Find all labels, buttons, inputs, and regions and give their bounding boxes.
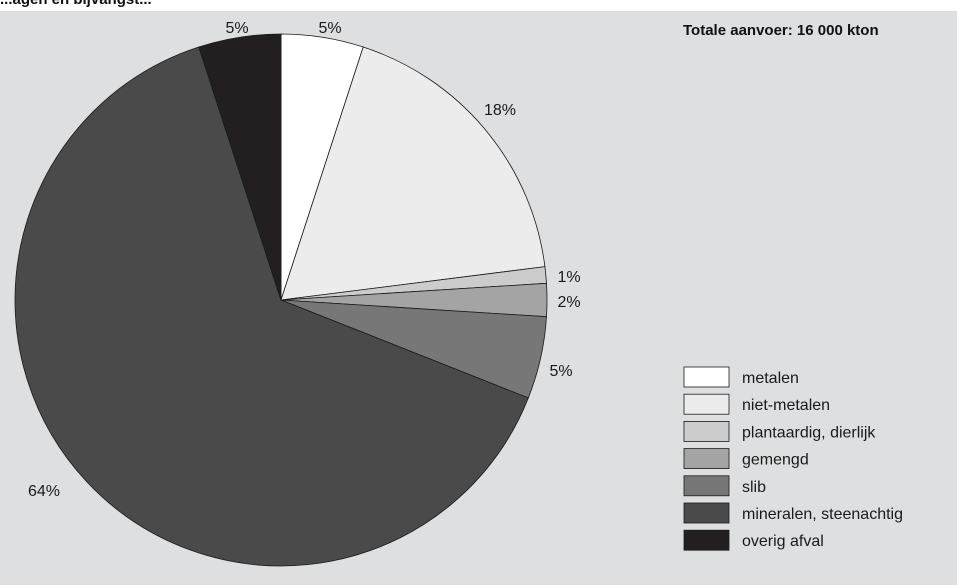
total-supply-label: Totale aanvoer: 16 000 kton (683, 22, 879, 39)
legend-label-mineralen-steenachtig: mineralen, steenachtig (742, 506, 903, 523)
chart-panel: 5% 18% 1% 2% 5% 64% 5% Totale aanvoer: 16 000 … (0, 11, 957, 585)
value-label-metalen: 5% (318, 20, 341, 37)
value-label-mineralen-steenachtig: 64% (28, 483, 60, 500)
legend-swatch-overig-afval (683, 529, 730, 551)
legend: metalen niet-metalen plantaardig, dierlijk… (683, 366, 903, 551)
legend-label-gemengd: gemengd (742, 452, 809, 469)
slice-overig-afval (198, 33, 282, 301)
percentage-labels: 5% 18% 1% 2% 5% 64% 5% (28, 20, 581, 500)
legend-label-slib: slib (742, 479, 766, 496)
slice-mineralen-steenachtig (14, 46, 529, 567)
pie-slices (14, 33, 548, 567)
legend-swatch-metalen (683, 366, 730, 388)
legend-swatch-gemengd (683, 448, 730, 470)
legend-label-overig-afval: overig afval (742, 533, 824, 550)
value-label-slib: 5% (549, 363, 572, 380)
value-label-gemengd: 2% (557, 294, 580, 311)
value-label-niet-metalen: 18% (484, 102, 516, 119)
slice-niet-metalen (280, 46, 546, 301)
legend-swatch-slib (683, 475, 730, 497)
value-label-overig-afval: 5% (225, 20, 248, 37)
legend-swatch-plantaardig-dierlijk (683, 420, 730, 442)
value-label-plantaardig-dierlijk: 1% (557, 269, 580, 286)
legend-label-niet-metalen: niet-metalen (742, 397, 830, 414)
chart-title-cropped: ...agen en bijvangst... (0, 0, 152, 8)
legend-label-metalen: metalen (742, 370, 799, 387)
pie-chart: 5% 18% 1% 2% 5% 64% 5% Totale aanvoer: 16 000 … (0, 11, 957, 585)
legend-swatch-mineralen-steenachtig (683, 502, 730, 524)
legend-label-plantaardig-dierlijk: plantaardig, dierlijk (742, 424, 876, 441)
legend-swatch-niet-metalen (683, 393, 730, 415)
